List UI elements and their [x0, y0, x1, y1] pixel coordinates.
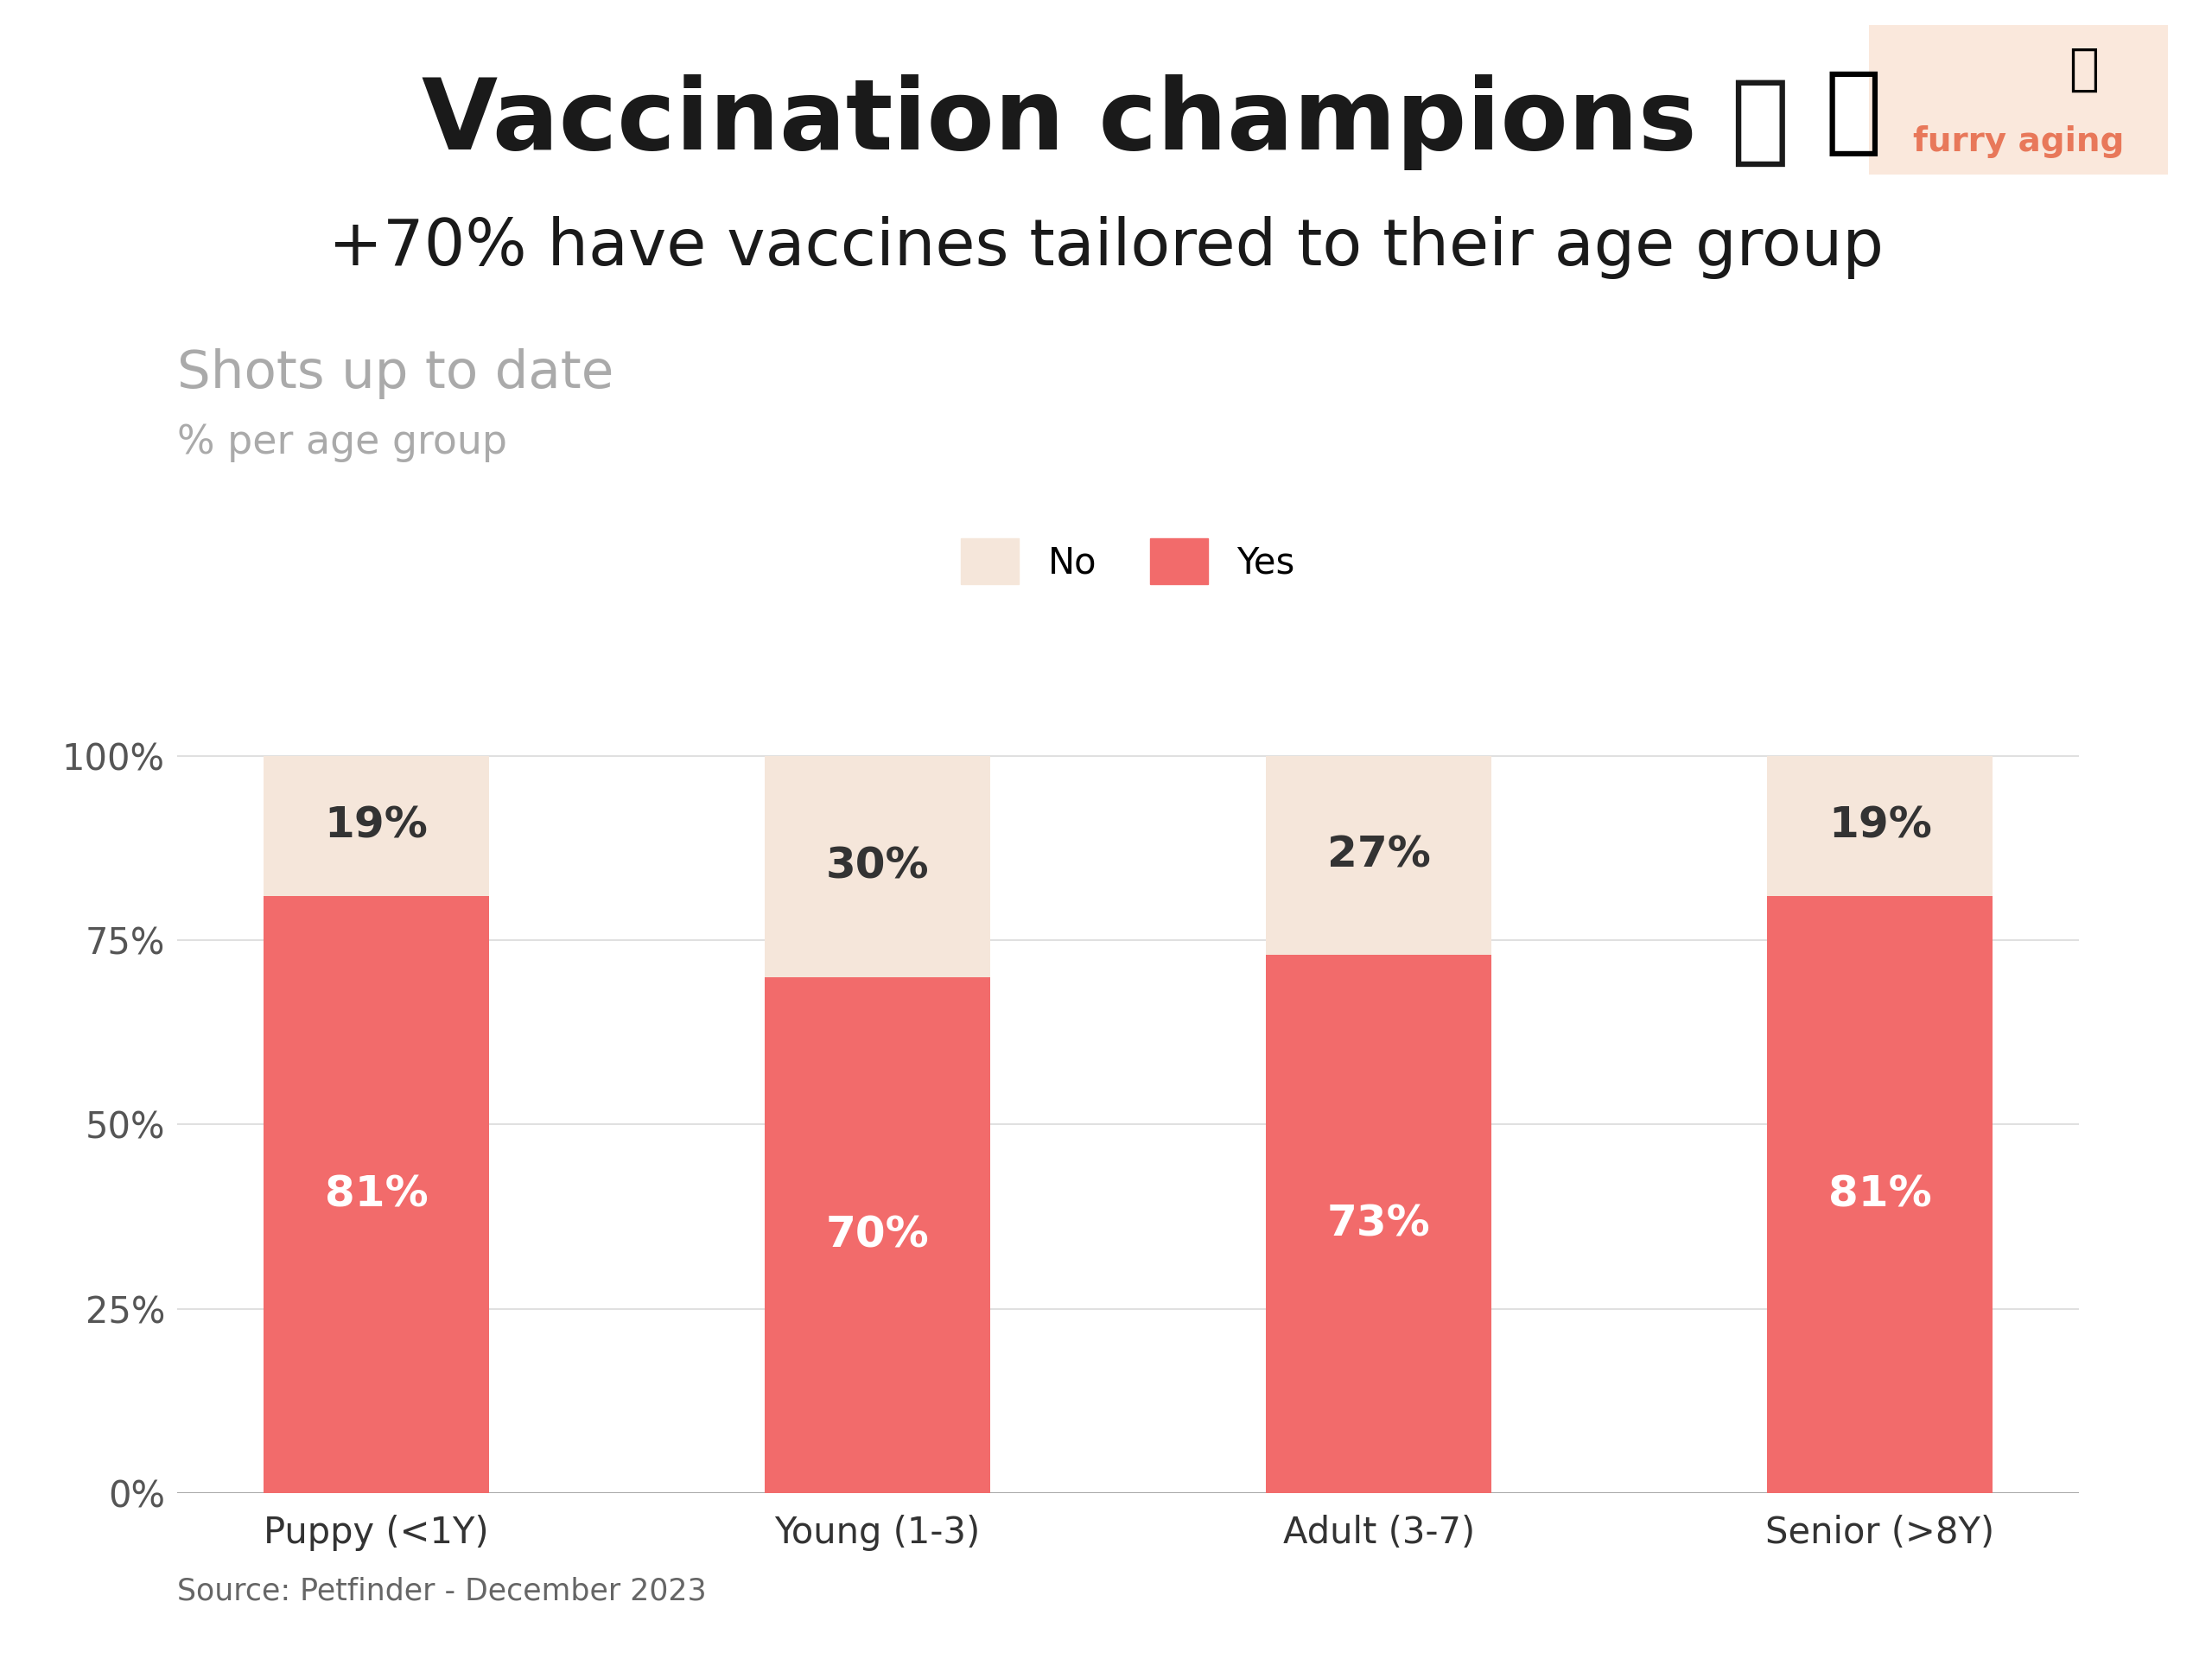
Bar — [765, 977, 991, 1493]
Text: 🥇: 🥇 — [1825, 66, 1882, 159]
Text: +70% have vaccines tailored to their age group: +70% have vaccines tailored to their age… — [327, 216, 1885, 279]
Text: 27%: 27% — [1327, 834, 1431, 876]
Text: 81%: 81% — [325, 1175, 427, 1214]
Bar — [1265, 956, 1491, 1493]
Text: 73%: 73% — [1327, 1203, 1431, 1244]
Text: 19%: 19% — [1829, 805, 1931, 846]
Bar — [1767, 757, 1993, 896]
Bar — [263, 896, 489, 1493]
Text: % per age group: % per age group — [177, 423, 507, 461]
Text: 🐕: 🐕 — [2068, 45, 2099, 95]
Text: 19%: 19% — [325, 805, 427, 846]
Text: furry aging: furry aging — [1913, 124, 2124, 158]
Text: Shots up to date: Shots up to date — [177, 348, 613, 400]
Text: 30%: 30% — [825, 846, 929, 888]
Bar — [765, 757, 991, 977]
Text: 70%: 70% — [825, 1214, 929, 1256]
Text: Vaccination champions 🏅: Vaccination champions 🏅 — [422, 75, 1790, 171]
Bar — [1265, 757, 1491, 956]
Legend: No, Yes: No, Yes — [947, 524, 1310, 599]
Text: 81%: 81% — [1829, 1175, 1931, 1214]
Text: Source: Petfinder - December 2023: Source: Petfinder - December 2023 — [177, 1576, 706, 1606]
Bar — [1767, 896, 1993, 1493]
Bar — [263, 757, 489, 896]
